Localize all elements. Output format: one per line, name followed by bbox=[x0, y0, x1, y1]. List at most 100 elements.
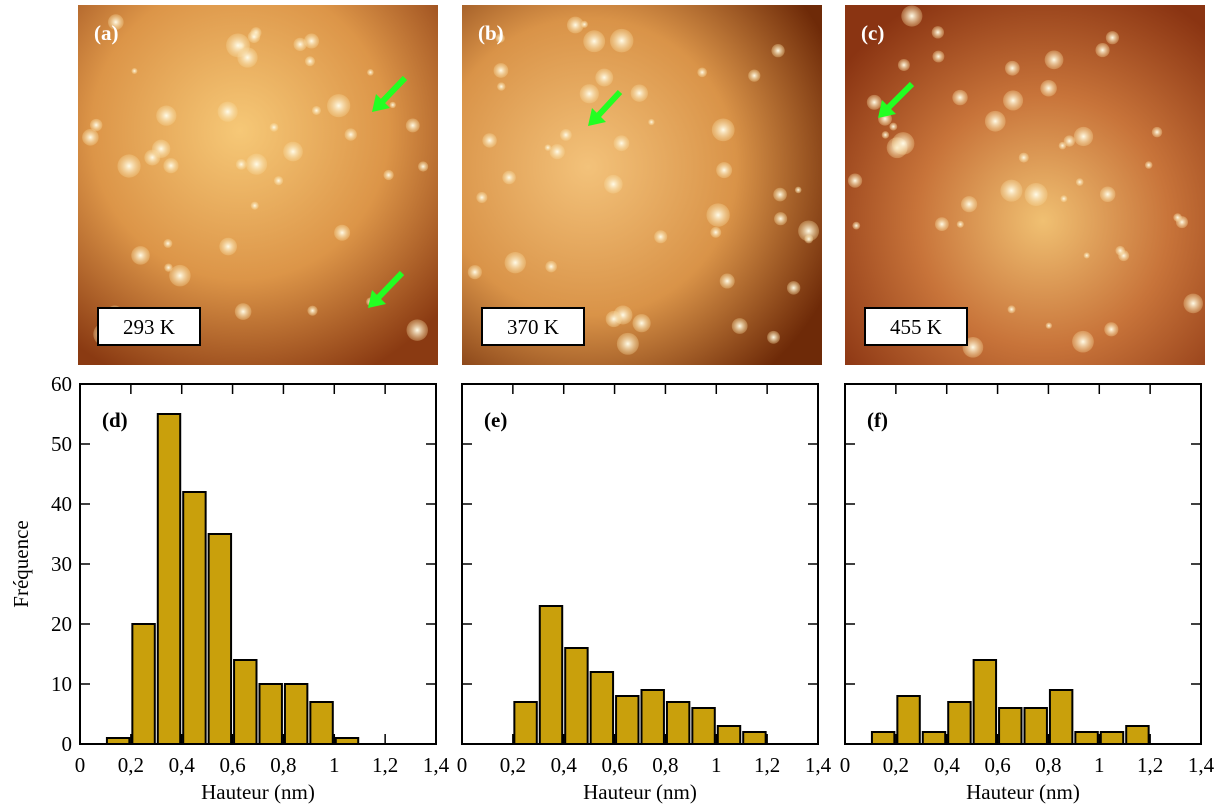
bar bbox=[233, 659, 258, 745]
histogram-chart: 0 0,2 0,4 0,6 0,8 1 1,2 1,4 (f) Hauteur (nm) bbox=[840, 383, 1215, 804]
plot-frame bbox=[844, 383, 1202, 745]
x-tick-label: 1 bbox=[711, 753, 722, 777]
temperature-label: 455 K bbox=[890, 315, 942, 339]
adsorbate bbox=[605, 310, 622, 328]
adsorbate bbox=[866, 94, 882, 110]
adsorbate bbox=[852, 221, 861, 230]
bar bbox=[716, 725, 742, 745]
adsorbate bbox=[706, 203, 730, 227]
temperature-box bbox=[97, 307, 201, 346]
bar bbox=[156, 413, 182, 745]
x-tick-label: 0,2 bbox=[118, 753, 144, 777]
x-tick-label: 0,8 bbox=[1035, 753, 1061, 777]
adsorbate bbox=[304, 33, 320, 49]
adsorbate bbox=[931, 26, 945, 39]
adsorbate bbox=[1044, 50, 1064, 70]
x-tick-label: 1,2 bbox=[372, 753, 398, 777]
adsorbate bbox=[613, 135, 630, 152]
bar bbox=[998, 707, 1023, 745]
bar bbox=[513, 701, 538, 745]
bar bbox=[309, 701, 334, 745]
x-tick-label: 0 bbox=[840, 753, 851, 777]
adsorbate bbox=[932, 50, 945, 63]
adsorbate bbox=[952, 89, 968, 106]
adsorbate bbox=[1040, 79, 1057, 97]
adsorbate bbox=[549, 144, 565, 160]
adsorbate bbox=[247, 30, 261, 43]
temperature-label: 370 K bbox=[507, 315, 559, 339]
adsorbate bbox=[1115, 245, 1126, 256]
x-tick-label: 0 bbox=[457, 753, 468, 777]
adsorbate bbox=[748, 69, 761, 82]
bar bbox=[538, 605, 564, 745]
y-tick-label: 50 bbox=[51, 432, 72, 456]
bar bbox=[182, 491, 207, 745]
bar bbox=[921, 731, 947, 745]
arrow bbox=[883, 81, 915, 113]
adsorbate bbox=[163, 239, 173, 248]
adsorbate bbox=[771, 44, 785, 58]
x-tick-label: 0,6 bbox=[984, 753, 1010, 777]
adsorbate bbox=[156, 105, 177, 126]
adsorbate bbox=[1144, 161, 1153, 169]
adsorbate bbox=[269, 122, 279, 132]
adsorbate bbox=[344, 128, 357, 141]
x-tick-label: 0,8 bbox=[270, 753, 296, 777]
bar bbox=[1125, 725, 1150, 745]
y-tick-label: 20 bbox=[51, 612, 72, 636]
adsorbate bbox=[82, 129, 99, 146]
adsorbate bbox=[773, 187, 787, 202]
adsorbate bbox=[595, 68, 614, 87]
adsorbate bbox=[716, 162, 733, 179]
adsorbate bbox=[219, 237, 237, 256]
histogram-chart: 0 0,2 0,4 0,6 0,8 1 1,2 1,4 0 10 20 30 40 50 60 (d) Haut… bbox=[9, 372, 450, 804]
adsorbate bbox=[731, 318, 748, 334]
panel-label: (d) bbox=[102, 408, 128, 432]
adsorbate bbox=[1073, 126, 1094, 147]
adsorbate bbox=[847, 173, 863, 188]
adsorbate bbox=[1099, 186, 1116, 203]
adsorbate bbox=[1004, 60, 1020, 76]
image-label: (c) bbox=[861, 21, 884, 45]
adsorbate bbox=[767, 330, 780, 344]
bar bbox=[207, 533, 233, 745]
arrow-head bbox=[372, 94, 390, 112]
adsorbate bbox=[89, 118, 103, 132]
x-tick-label: 0,4 bbox=[551, 753, 578, 777]
y-tick-label: 40 bbox=[51, 492, 72, 516]
panel-label: (f) bbox=[867, 408, 888, 432]
adsorbate bbox=[495, 33, 505, 43]
histogram-chart: 0 0,2 0,4 0,6 0,8 1 1,2 1,4 (e) Hauteur (nm) bbox=[457, 383, 832, 804]
adsorbate bbox=[164, 263, 173, 272]
y-axis-label: Fréquence bbox=[9, 520, 33, 607]
adsorbate bbox=[1018, 152, 1029, 163]
arrow bbox=[377, 75, 408, 107]
adsorbate bbox=[217, 101, 238, 122]
adsorbate bbox=[630, 84, 648, 102]
adsorbate bbox=[648, 118, 655, 126]
adsorbate bbox=[1105, 31, 1119, 45]
x-tick-label: 1,2 bbox=[1137, 753, 1163, 777]
x-tick-label: 0,6 bbox=[601, 753, 627, 777]
arrow bbox=[593, 89, 623, 121]
arrow bbox=[373, 270, 405, 303]
adsorbate bbox=[580, 20, 588, 28]
adsorbate bbox=[632, 314, 651, 333]
adsorbate bbox=[544, 144, 552, 151]
image-label: (b) bbox=[478, 21, 504, 45]
x-tick-label: 1,4 bbox=[423, 753, 450, 777]
y-tick-label: 30 bbox=[51, 552, 72, 576]
adsorbate bbox=[710, 226, 722, 238]
bar bbox=[896, 695, 921, 745]
x-axis-label: Hauteur (nm) bbox=[966, 780, 1080, 804]
bar bbox=[1099, 731, 1125, 745]
bar bbox=[640, 689, 665, 745]
x-tick-label: 0,8 bbox=[652, 753, 678, 777]
temperature-box bbox=[864, 307, 968, 346]
adsorbate bbox=[389, 101, 396, 109]
adsorbate bbox=[901, 5, 923, 27]
adsorbate bbox=[956, 220, 964, 228]
adsorbate bbox=[786, 281, 801, 295]
adsorbate bbox=[960, 196, 978, 213]
